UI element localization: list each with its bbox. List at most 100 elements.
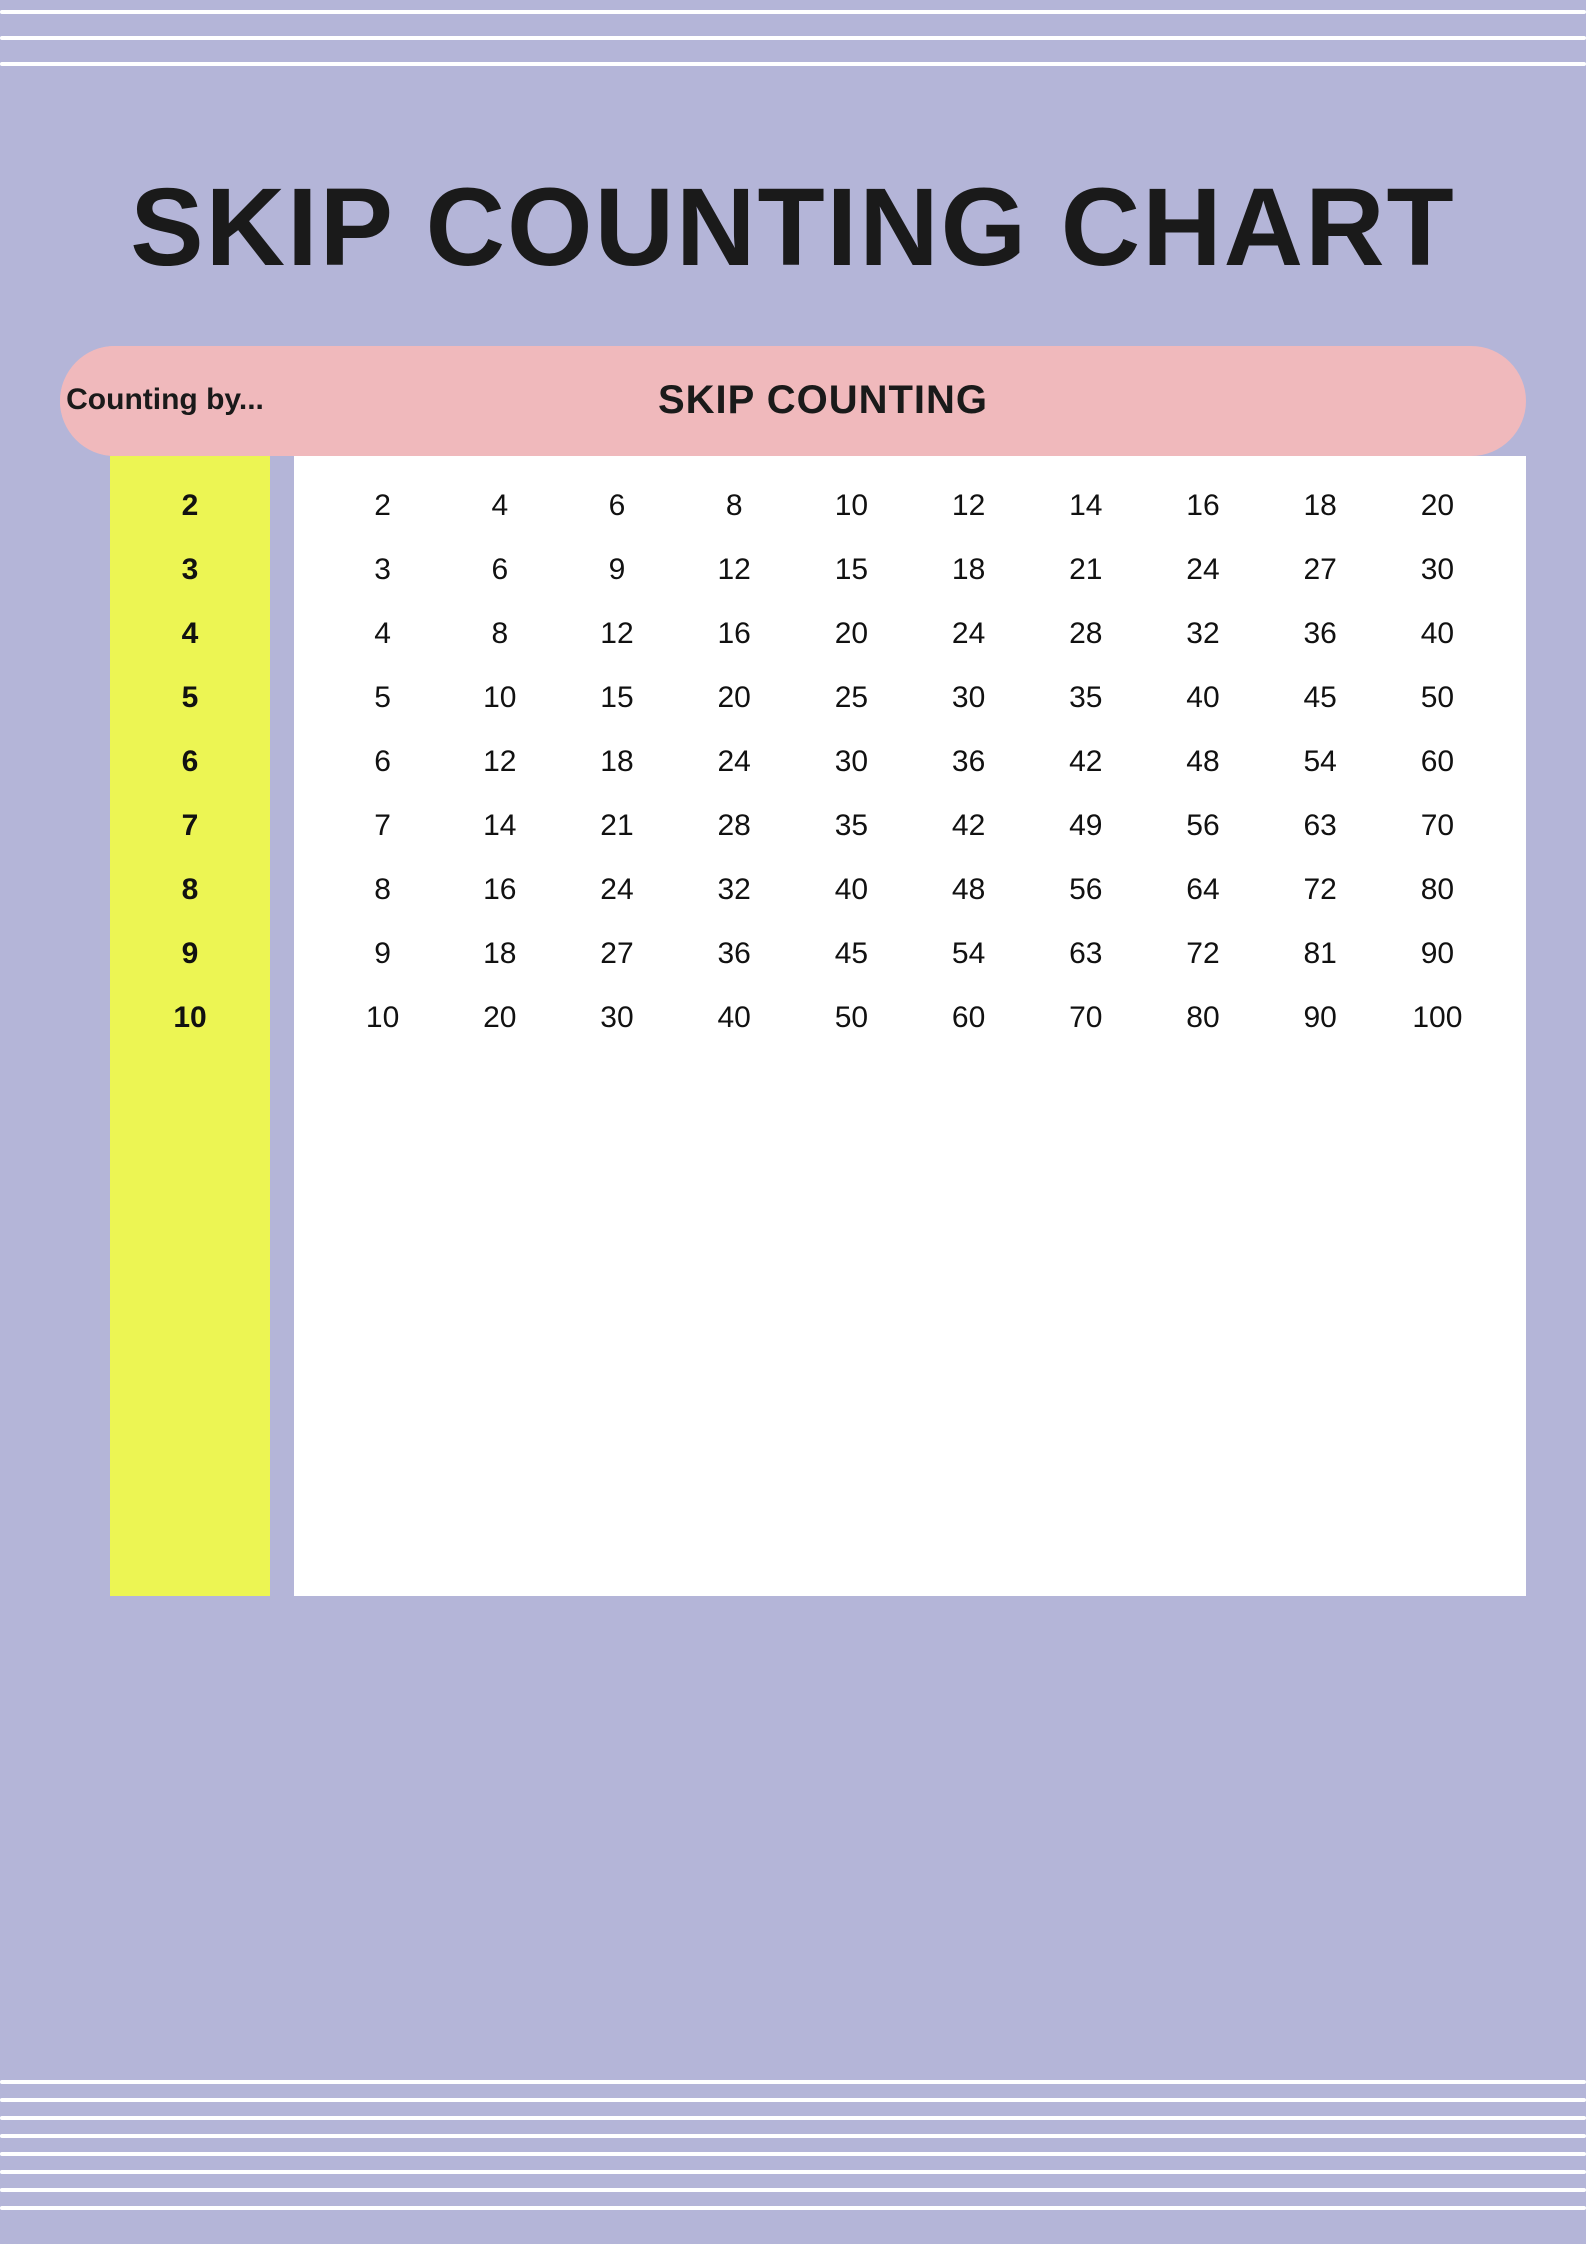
table-row: 2 4 6 8 10 12 14 16 18 20 (324, 474, 1496, 538)
table-cell: 28 (1027, 617, 1144, 651)
table-cell: 42 (1027, 745, 1144, 779)
table-row: 10 20 30 40 50 60 70 80 90 100 (324, 986, 1496, 1050)
table-cell: 56 (1027, 873, 1144, 907)
table-row: 5 10 15 20 25 30 35 40 45 50 (324, 666, 1496, 730)
table-cell: 16 (1144, 489, 1261, 523)
table-cell: 24 (676, 745, 793, 779)
counting-by-cell: 4 (110, 602, 270, 666)
table-body: 2 3 4 5 6 7 8 9 10 2 4 6 8 10 12 14 16 1… (60, 456, 1526, 1596)
table-cell: 54 (910, 937, 1027, 971)
table-cell: 21 (1027, 553, 1144, 587)
table-cell: 18 (1262, 489, 1379, 523)
table-row: 3 6 9 12 15 18 21 24 27 30 (324, 538, 1496, 602)
table-cell: 27 (1262, 553, 1379, 587)
table-cell: 70 (1379, 809, 1496, 843)
table-cell: 6 (558, 489, 675, 523)
table-cell: 20 (441, 1001, 558, 1035)
table-cell: 45 (793, 937, 910, 971)
table-cell: 63 (1027, 937, 1144, 971)
table-cell: 8 (676, 489, 793, 523)
table-cell: 70 (1027, 1001, 1144, 1035)
wave-line (0, 2080, 1586, 2084)
table-cell: 24 (1144, 553, 1261, 587)
chart-container: Counting by... SKIP COUNTING 2 3 4 5 6 7… (60, 346, 1526, 1596)
skip-counting-header: SKIP COUNTING (60, 378, 1526, 423)
table-cell: 40 (793, 873, 910, 907)
table-cell: 5 (324, 681, 441, 715)
table-cell: 27 (558, 937, 675, 971)
table-cell: 64 (1144, 873, 1261, 907)
table-cell: 30 (793, 745, 910, 779)
table-cell: 48 (1144, 745, 1261, 779)
table-cell: 50 (793, 1001, 910, 1035)
table-cell: 4 (324, 617, 441, 651)
wave-line (0, 2116, 1586, 2120)
decorative-bottom-waves (0, 2080, 1586, 2224)
counting-by-cell: 3 (110, 538, 270, 602)
table-cell: 25 (793, 681, 910, 715)
table-cell: 18 (558, 745, 675, 779)
table-cell: 60 (1379, 745, 1496, 779)
table-cell: 30 (910, 681, 1027, 715)
table-cell: 9 (558, 553, 675, 587)
counting-by-header: Counting by... (60, 346, 270, 456)
counting-by-cell: 5 (110, 666, 270, 730)
table-cell: 16 (441, 873, 558, 907)
table-cell: 10 (324, 1001, 441, 1035)
table-cell: 35 (793, 809, 910, 843)
table-cell: 3 (324, 553, 441, 587)
wave-line (0, 2098, 1586, 2102)
table-cell: 12 (910, 489, 1027, 523)
table-cell: 81 (1262, 937, 1379, 971)
counting-by-cell: 9 (110, 922, 270, 986)
table-row: 8 16 24 32 40 48 56 64 72 80 (324, 858, 1496, 922)
table-cell: 2 (324, 489, 441, 523)
counting-by-cell: 7 (110, 794, 270, 858)
table-cell: 45 (1262, 681, 1379, 715)
table-cell: 50 (1379, 681, 1496, 715)
wave-line (0, 2152, 1586, 2156)
table-cell: 72 (1262, 873, 1379, 907)
table-cell: 32 (1144, 617, 1261, 651)
table-cell: 4 (441, 489, 558, 523)
table-cell: 48 (910, 873, 1027, 907)
counting-by-cell: 6 (110, 730, 270, 794)
table-cell: 49 (1027, 809, 1144, 843)
table-cell: 16 (676, 617, 793, 651)
wave-line (0, 2188, 1586, 2192)
table-cell: 90 (1262, 1001, 1379, 1035)
table-cell: 15 (793, 553, 910, 587)
table-cell: 15 (558, 681, 675, 715)
table-cell: 90 (1379, 937, 1496, 971)
table-cell: 12 (558, 617, 675, 651)
table-cell: 40 (676, 1001, 793, 1035)
counting-by-cell: 10 (110, 986, 270, 1050)
table-header-bar: Counting by... SKIP COUNTING (60, 346, 1526, 456)
table-cell: 42 (910, 809, 1027, 843)
table-cell: 36 (1262, 617, 1379, 651)
table-row: 6 12 18 24 30 36 42 48 54 60 (324, 730, 1496, 794)
table-cell: 54 (1262, 745, 1379, 779)
table-cell: 8 (324, 873, 441, 907)
table-row: 4 8 12 16 20 24 28 32 36 40 (324, 602, 1496, 666)
table-cell: 10 (793, 489, 910, 523)
table-cell: 10 (441, 681, 558, 715)
table-cell: 36 (910, 745, 1027, 779)
table-cell: 63 (1262, 809, 1379, 843)
table-row: 7 14 21 28 35 42 49 56 63 70 (324, 794, 1496, 858)
table-cell: 20 (1379, 489, 1496, 523)
table-cell: 14 (441, 809, 558, 843)
table-cell: 72 (1144, 937, 1261, 971)
data-panel: 2 4 6 8 10 12 14 16 18 20 3 6 9 12 15 18… (294, 456, 1526, 1596)
table-cell: 80 (1379, 873, 1496, 907)
table-cell: 18 (441, 937, 558, 971)
counting-by-cell: 8 (110, 858, 270, 922)
table-cell: 80 (1144, 1001, 1261, 1035)
table-cell: 24 (558, 873, 675, 907)
table-cell: 30 (1379, 553, 1496, 587)
table-cell: 32 (676, 873, 793, 907)
counting-by-cell: 2 (110, 474, 270, 538)
table-cell: 21 (558, 809, 675, 843)
wave-line (0, 2170, 1586, 2174)
table-cell: 40 (1379, 617, 1496, 651)
